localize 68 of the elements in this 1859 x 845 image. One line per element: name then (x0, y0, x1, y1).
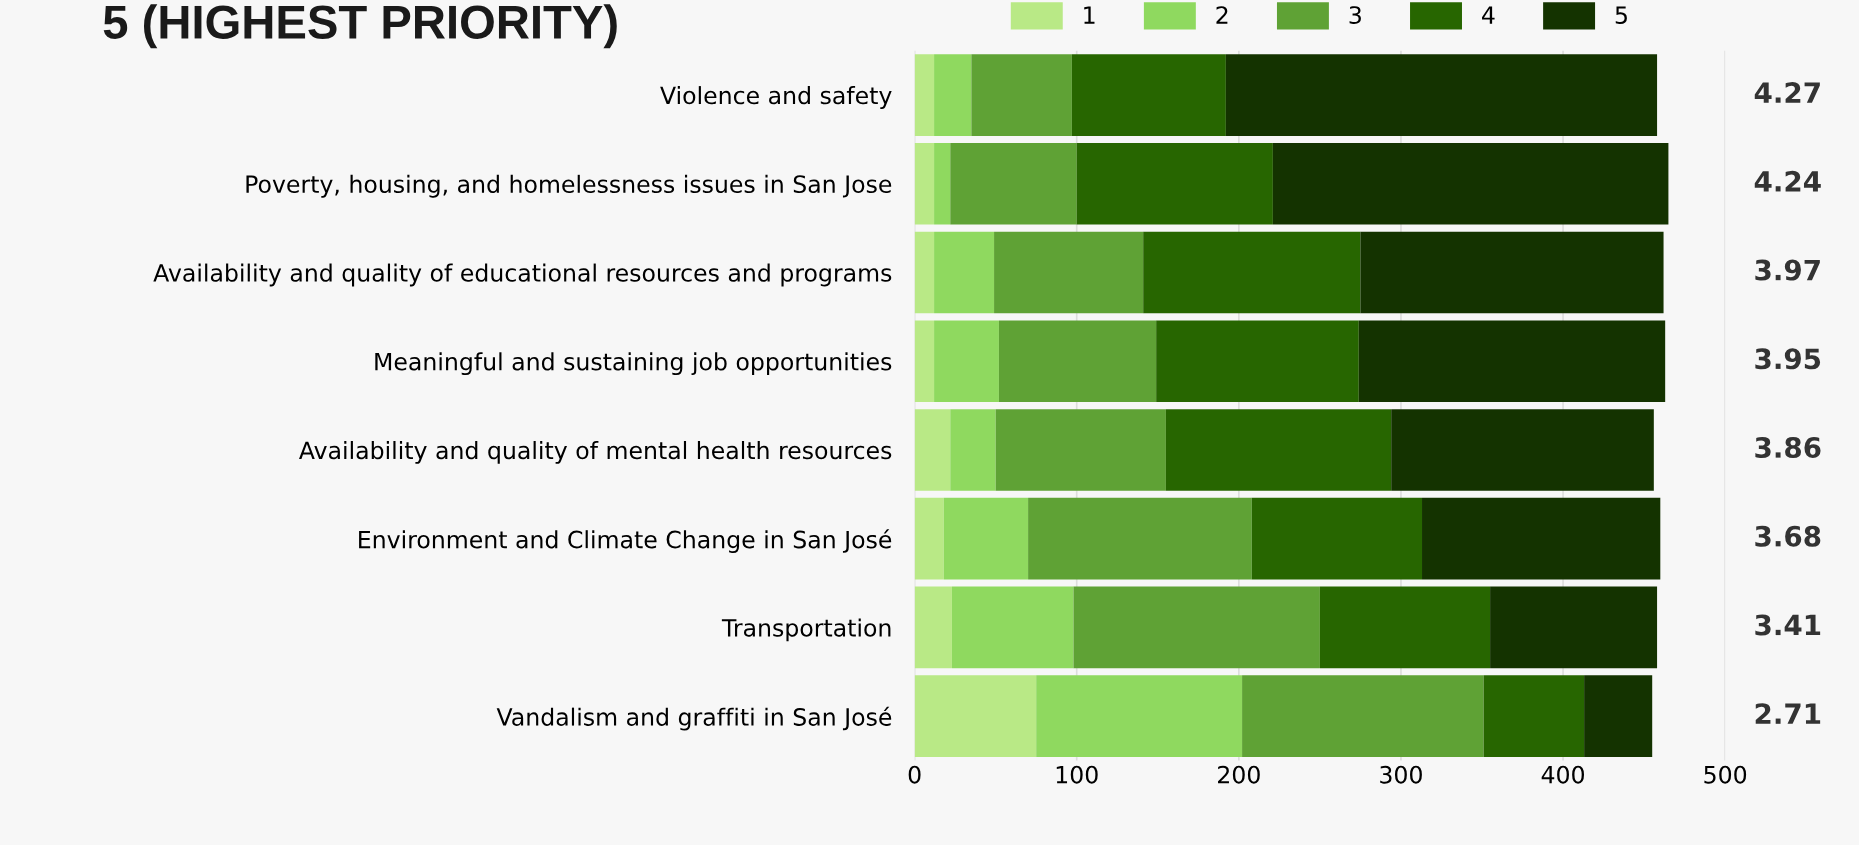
bar (1483, 675, 1585, 757)
text: 3.86 (1755, 437, 1821, 459)
bar (914, 409, 951, 491)
bar (934, 320, 999, 403)
bar (1028, 497, 1252, 580)
y-tick-label: Poverty, housing, and homelessness issues in San Jose (246, 174, 892, 198)
bar (1143, 231, 1361, 314)
text: 3.41 (1755, 614, 1821, 636)
bar (914, 497, 944, 580)
text: 4.27 (1754, 82, 1820, 103)
text: 5 (HIGHEST PRIORITY) (103, 4, 617, 49)
text: 3.97 (1755, 259, 1820, 281)
bar (1319, 586, 1491, 669)
y-tick-label: Meaningful and sustaining job opportunities (375, 352, 892, 376)
bar (914, 231, 935, 314)
y-tick-label: Availability and quality of mental health resources (299, 440, 892, 464)
bar (943, 497, 1029, 580)
bar (998, 320, 1157, 403)
x-tick-label: 0 (908, 765, 921, 784)
bar (951, 586, 1074, 669)
bar (914, 675, 1037, 757)
bar (1165, 409, 1392, 491)
x-tick-label: 400 (1541, 765, 1585, 784)
y-tick-label: Environment and Climate Change in San José (359, 529, 892, 554)
bar (1360, 231, 1664, 314)
bar (1490, 586, 1658, 669)
x-tick-label: 200 (1218, 765, 1260, 784)
bar (914, 54, 935, 136)
legend-label: 2 (1216, 6, 1228, 24)
bar (1156, 320, 1359, 403)
y-tick-label: Vandalism and graffiti in San José (496, 706, 892, 731)
bar (950, 409, 996, 491)
bar (1225, 54, 1658, 136)
bar (1272, 142, 1669, 225)
y-tick-label: Transportation (721, 618, 891, 642)
bar (1251, 497, 1423, 580)
legend-label: 5 (1615, 6, 1627, 24)
bar (934, 54, 972, 136)
text: 2.71 (1755, 703, 1821, 724)
bar (914, 320, 935, 403)
bar (1036, 675, 1243, 757)
bar (994, 231, 1144, 314)
bar (1422, 497, 1661, 580)
legend-label: 4 (1482, 6, 1495, 24)
legend-label: 3 (1349, 6, 1361, 24)
x-tick-label: 100 (1056, 765, 1098, 784)
text: 3.68 (1755, 525, 1821, 547)
bar (1242, 675, 1484, 757)
bar (950, 142, 1077, 225)
bar (1358, 320, 1666, 403)
bar (1391, 409, 1654, 491)
text: 4.24 (1754, 170, 1821, 192)
bar (1071, 54, 1226, 136)
y-tick-label: Availability and quality of educational resources and programs (153, 263, 892, 287)
x-tick-label: 300 (1380, 765, 1422, 784)
y-tick-label: Violence and safety (660, 86, 892, 109)
bar (914, 142, 935, 225)
bar (1076, 142, 1273, 225)
text: 3.95 (1755, 348, 1821, 370)
bar (1584, 675, 1653, 757)
bar (995, 409, 1166, 491)
bar (934, 231, 995, 314)
legend-label: 1 (1084, 6, 1095, 24)
bar (914, 586, 952, 669)
bar (971, 54, 1072, 136)
bar (934, 142, 951, 225)
x-tick-label: 500 (1704, 765, 1747, 784)
bar (1073, 586, 1320, 669)
